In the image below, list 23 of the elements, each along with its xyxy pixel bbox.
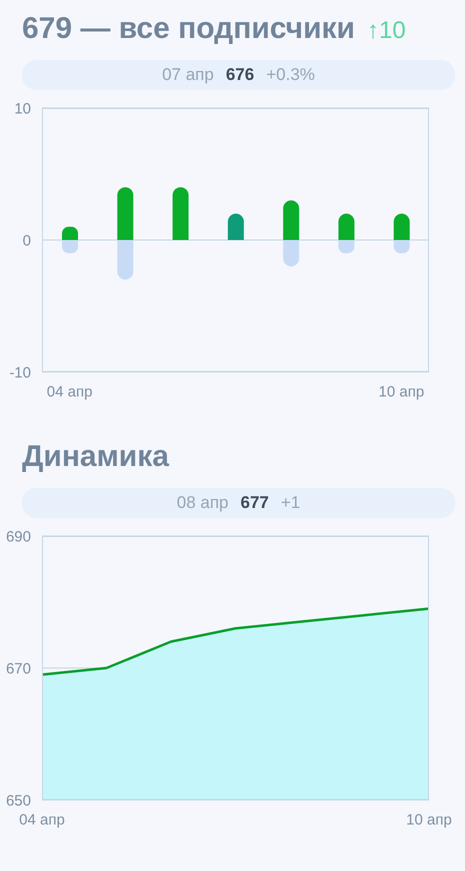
bar [228,214,244,240]
y-tick-label: 650 [6,792,31,810]
x-tick-label: 10 апр [406,812,452,829]
bar [394,214,410,240]
bar [283,240,300,266]
y-tick-label: 690 [6,528,31,546]
chart-title: 679 — все подписчики [22,12,356,46]
x-tick-label: 04 апр [46,384,92,401]
bar [283,200,300,240]
chart-subtitle: ↑10 [367,17,406,45]
x-tick-label: 10 апр [378,384,424,401]
chart-title: Динамика [22,440,169,474]
bar [338,214,354,240]
info-card: 07 апр 676 +0.3% [22,60,455,90]
info-card: 08 апр 677 +1 [22,488,455,518]
y-tick-label: -10 [9,364,31,382]
y-tick-label: 670 [6,660,31,678]
y-tick-label: 0 [22,232,31,250]
y-tick-label: 10 [14,100,31,118]
bar [117,187,134,240]
bar [117,240,134,280]
x-tick-label: 04 апр [19,812,65,829]
bar [172,187,189,240]
